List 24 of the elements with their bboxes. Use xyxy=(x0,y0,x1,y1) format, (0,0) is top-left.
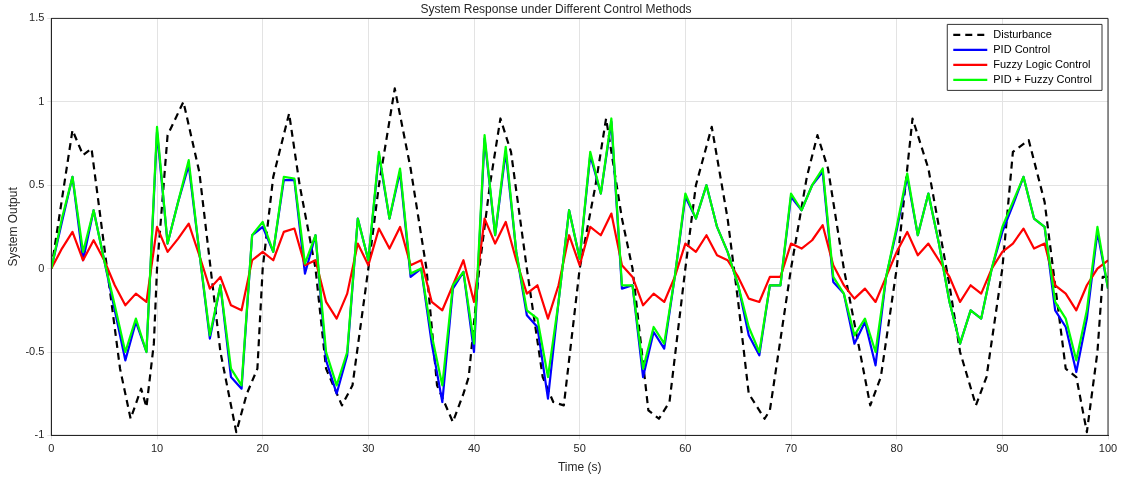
legend-label: Fuzzy Logic Control xyxy=(993,57,1091,70)
x-tick-label: 20 xyxy=(256,442,269,455)
legend-label: Disturbance xyxy=(993,27,1052,40)
y-tick-label: 1.5 xyxy=(29,11,45,24)
legend-label: PID Control xyxy=(993,42,1051,55)
x-tick-label: 100 xyxy=(1098,442,1118,455)
y-tick-label: -1 xyxy=(34,428,45,441)
y-tick-label: 0 xyxy=(38,261,45,274)
x-tick-label: 30 xyxy=(362,442,375,455)
x-tick-label: 10 xyxy=(150,442,164,455)
x-tick-label: 90 xyxy=(996,442,1009,455)
chart-title: System Response under Different Control Methods xyxy=(420,1,692,16)
x-tick-label: 80 xyxy=(890,442,903,455)
y-tick-label: -0.5 xyxy=(25,345,45,358)
y-axis-title: System Output xyxy=(5,186,20,267)
y-tick-label: 1 xyxy=(38,94,45,107)
x-axis-title: Time (s) xyxy=(557,460,602,475)
x-tick-label: 50 xyxy=(573,442,586,455)
x-tick-label: 0 xyxy=(48,442,55,455)
legend-label: PID + Fuzzy Control xyxy=(993,72,1093,85)
x-tick-label: 70 xyxy=(784,442,798,455)
y-tick-label: 0.5 xyxy=(29,178,45,191)
x-tick-label: 40 xyxy=(467,442,481,455)
x-tick-label: 60 xyxy=(679,442,692,455)
